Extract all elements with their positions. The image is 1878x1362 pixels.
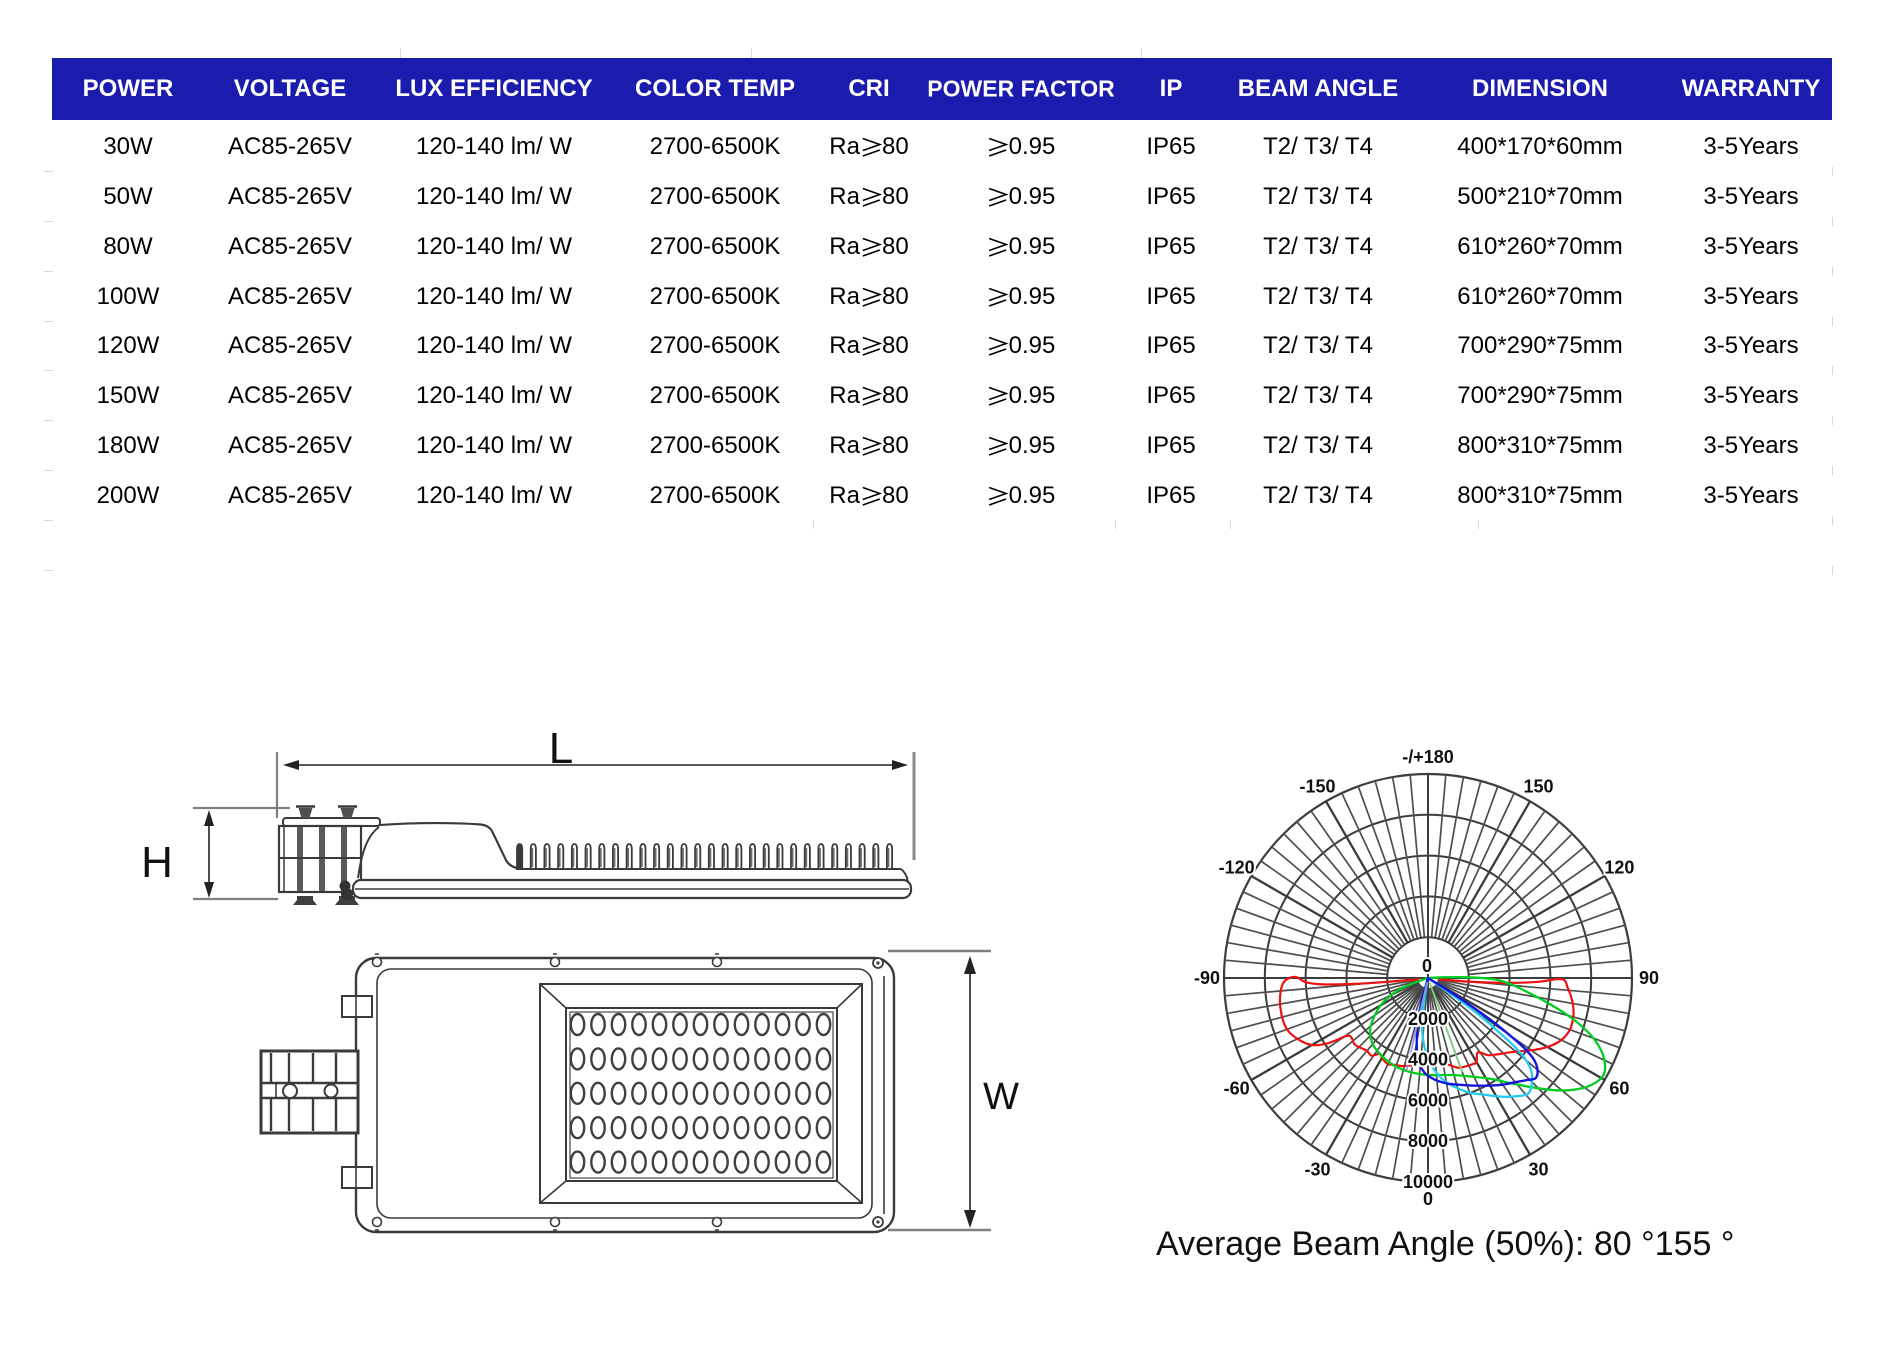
svg-text:6000: 6000	[1408, 1090, 1448, 1110]
svg-text:4000: 4000	[1408, 1050, 1448, 1070]
svg-text:0: 0	[1422, 956, 1432, 976]
svg-text:8000: 8000	[1408, 1131, 1448, 1151]
svg-text:150: 150	[1523, 777, 1553, 797]
svg-text:-120: -120	[1219, 858, 1255, 878]
svg-text:120: 120	[1604, 858, 1634, 878]
svg-text:H: H	[141, 838, 173, 887]
svg-text:-/+180: -/+180	[1402, 747, 1454, 767]
svg-text:-150: -150	[1299, 777, 1335, 797]
svg-text:-60: -60	[1224, 1079, 1250, 1099]
svg-text:-30: -30	[1304, 1159, 1330, 1179]
svg-text:L: L	[549, 724, 573, 773]
svg-text:-90: -90	[1194, 968, 1220, 988]
svg-text:90: 90	[1639, 968, 1659, 988]
svg-text:W: W	[983, 1076, 1019, 1118]
svg-text:10000: 10000	[1403, 1172, 1453, 1192]
svg-text:60: 60	[1609, 1079, 1629, 1099]
svg-text:30: 30	[1528, 1159, 1548, 1179]
svg-text:2000: 2000	[1408, 1009, 1448, 1029]
svg-text:0: 0	[1423, 1189, 1433, 1209]
